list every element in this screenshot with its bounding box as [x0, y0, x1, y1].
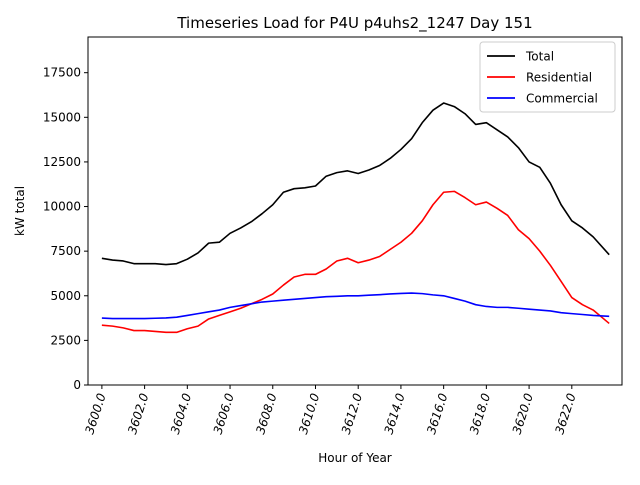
y-tick-label: 0: [73, 378, 81, 392]
series-line-total: [101, 102, 610, 266]
legend-label-commercial: Commercial: [526, 92, 598, 106]
y-axis: 0 2500 5000 7500 10000 12500 15000 17500: [43, 66, 88, 392]
x-axis-label: Hour of Year: [318, 451, 392, 465]
y-tick-label: 2500: [50, 333, 81, 347]
legend-label-total: Total: [525, 50, 554, 64]
y-tick-label: 15000: [43, 110, 81, 124]
chart-title: Timeseries Load for P4U p4uhs2_1247 Day …: [176, 14, 532, 33]
legend-box: [479, 41, 616, 113]
y-tick-label: 5000: [50, 289, 81, 303]
legend-label-residential: Residential: [526, 71, 592, 85]
series-line-commercial: [101, 292, 610, 320]
axes-frame: [87, 36, 623, 386]
y-tick-label: 10000: [43, 200, 81, 214]
legend: Total Residential Commercial: [479, 41, 616, 113]
series-group: [101, 102, 610, 334]
series-line-residential: [101, 190, 610, 334]
y-tick-label: 12500: [43, 155, 81, 169]
y-tick-label: 17500: [43, 66, 81, 80]
y-axis-label: kW total: [13, 186, 27, 236]
y-tick-label: 7500: [50, 244, 81, 258]
